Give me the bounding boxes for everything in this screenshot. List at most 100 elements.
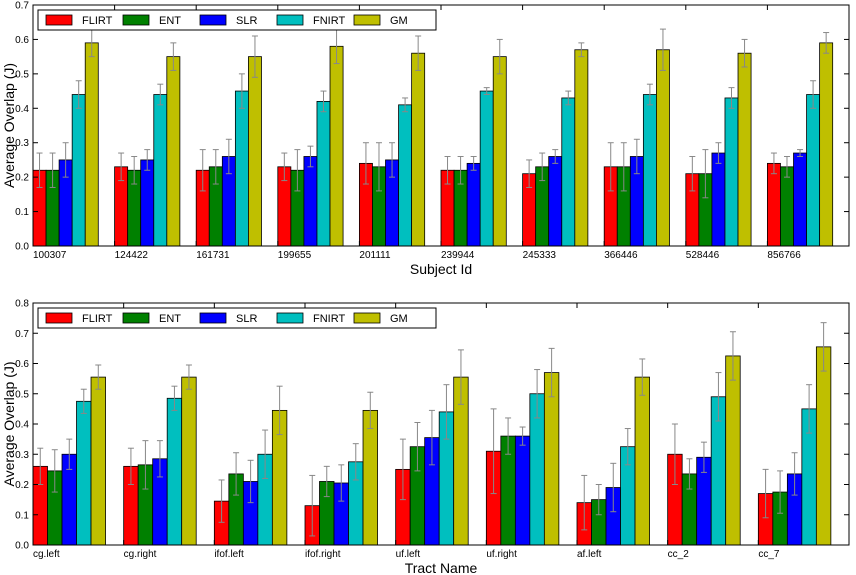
error-bar — [414, 421, 421, 472]
error-bar — [700, 441, 707, 473]
error-bar — [251, 35, 258, 78]
y-tick-label: 0.4 — [15, 104, 29, 115]
bar-gm-124422 — [166, 56, 181, 247]
error-bar — [218, 479, 225, 523]
bar-gm-cg.left — [90, 376, 106, 546]
error-bar — [185, 364, 192, 390]
error-bar — [294, 149, 301, 192]
bar-fnirt-366446 — [642, 94, 657, 247]
legend-swatch-slr — [199, 14, 227, 26]
y-tick-label: 0.1 — [15, 510, 29, 521]
legend-swatch-ent — [122, 312, 150, 324]
error-bar — [581, 474, 588, 531]
series-slr — [58, 138, 807, 247]
error-bar — [375, 142, 382, 192]
error-bar — [262, 429, 269, 479]
x-tick-label: 201111 — [359, 250, 391, 261]
error-bar — [66, 438, 73, 470]
bar-flirt-856766 — [767, 162, 781, 247]
error-bar — [820, 322, 827, 372]
legend-label-gm: GM — [390, 313, 408, 325]
bar-fnirt-201111 — [398, 104, 413, 247]
error-bar — [323, 465, 330, 498]
error-bar — [490, 408, 497, 495]
error-bar — [118, 152, 125, 182]
error-bar — [428, 409, 435, 466]
error-bar — [483, 87, 490, 96]
legend-swatch-ent — [122, 14, 150, 26]
error-bar — [526, 159, 533, 188]
legend-swatch-fnirt — [276, 14, 304, 26]
error-bar — [633, 138, 640, 175]
error-bar — [170, 42, 177, 71]
bar-fnirt-cg.left — [76, 400, 92, 546]
bar-fnirt-245333 — [561, 97, 576, 247]
y-tick-label: 0.0 — [15, 242, 29, 253]
y-tick-label: 0.8 — [15, 299, 29, 310]
error-bar — [777, 470, 784, 514]
legend-swatch-gm — [353, 14, 381, 26]
x-tick-label: 856766 — [767, 250, 801, 261]
error-bar — [457, 349, 464, 405]
x-axis-label: Subject Id — [410, 261, 472, 277]
error-bar — [62, 142, 69, 178]
legend-label-fnirt: FNIRT — [313, 313, 345, 325]
x-tick-label: cc_7 — [758, 549, 780, 560]
bar-slr-245333 — [548, 156, 563, 247]
bar-fnirt-161731 — [234, 90, 249, 247]
x-axis-label: Tract Name — [405, 560, 478, 575]
x-tick-label: 100307 — [33, 250, 67, 261]
bar-gm-cg.right — [181, 376, 197, 546]
error-bar — [131, 155, 138, 185]
y-tick-label: 0.1 — [15, 207, 29, 218]
bar-gm-161731 — [248, 56, 262, 247]
error-bar — [770, 152, 777, 175]
error-bar — [80, 388, 87, 414]
legend-swatch-flirt — [45, 14, 73, 26]
x-tick-label: uf.left — [396, 549, 421, 560]
chart-1: 0.0 0.1 0.2 0.3 0.4 0.5 0.6 0.7 100307 124422 1617… — [1, 1, 850, 277]
error-bar — [741, 38, 748, 68]
error-bar — [199, 149, 206, 192]
bar-gm-528446 — [737, 52, 752, 247]
error-bar — [75, 80, 82, 109]
error-bar — [157, 83, 164, 106]
bar-gm-ifof.right — [362, 409, 378, 546]
x-tick-label: 199655 — [278, 250, 312, 261]
error-bar — [519, 426, 526, 446]
bar-slr-528446 — [711, 152, 726, 247]
error-bar — [309, 474, 316, 537]
bar-gm-239944 — [492, 56, 507, 247]
x-tick-label: cg.right — [124, 549, 157, 560]
error-bar — [496, 38, 503, 75]
error-bar — [578, 42, 585, 58]
legend: FLIRT ENT SLR FNIRT GM — [37, 9, 437, 31]
y-tick-label: 0.6 — [15, 35, 29, 46]
error-bar — [444, 155, 451, 185]
bar-fnirt-528446 — [724, 97, 739, 247]
x-tick-label: uf.right — [486, 549, 517, 560]
x-tick-label: af.left — [577, 549, 602, 560]
y-tick-label: 0.7 — [15, 1, 29, 12]
bar-slr-856766 — [793, 152, 807, 247]
error-bar — [620, 142, 627, 192]
error-bar — [233, 452, 240, 496]
legend-swatch-slr — [199, 312, 227, 324]
error-bar — [783, 155, 790, 178]
bar-gm-366446 — [656, 49, 670, 247]
error-bar — [595, 484, 602, 516]
bar-fnirt-856766 — [806, 94, 821, 247]
chart-2: 0.0 0.1 0.2 0.3 0.4 0.5 0.6 0.7 0.8 cg.left cg.rig… — [1, 299, 850, 575]
error-bar — [791, 452, 798, 496]
y-tick-label: 0.3 — [15, 450, 29, 461]
series-fnirt — [76, 369, 817, 546]
error-bar — [171, 385, 178, 411]
error-bar — [646, 83, 653, 106]
series-flirt — [32, 408, 774, 546]
error-bar — [565, 90, 572, 106]
x-tick-label: cc_2 — [668, 549, 690, 560]
error-bar — [552, 149, 559, 164]
bar-ent-856766 — [780, 166, 794, 247]
error-bar — [276, 385, 283, 436]
y-tick-label: 0.6 — [15, 359, 29, 370]
